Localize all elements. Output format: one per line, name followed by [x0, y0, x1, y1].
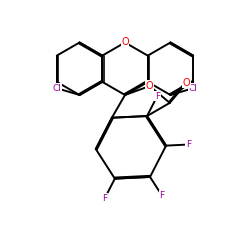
- Text: F: F: [160, 191, 165, 200]
- Text: Cl: Cl: [52, 84, 61, 93]
- Text: O: O: [183, 78, 190, 88]
- Text: O: O: [146, 81, 154, 91]
- Text: F: F: [155, 92, 160, 101]
- Text: Cl: Cl: [189, 84, 198, 93]
- Text: O: O: [121, 38, 129, 48]
- Text: F: F: [102, 194, 107, 203]
- Text: F: F: [186, 140, 191, 149]
